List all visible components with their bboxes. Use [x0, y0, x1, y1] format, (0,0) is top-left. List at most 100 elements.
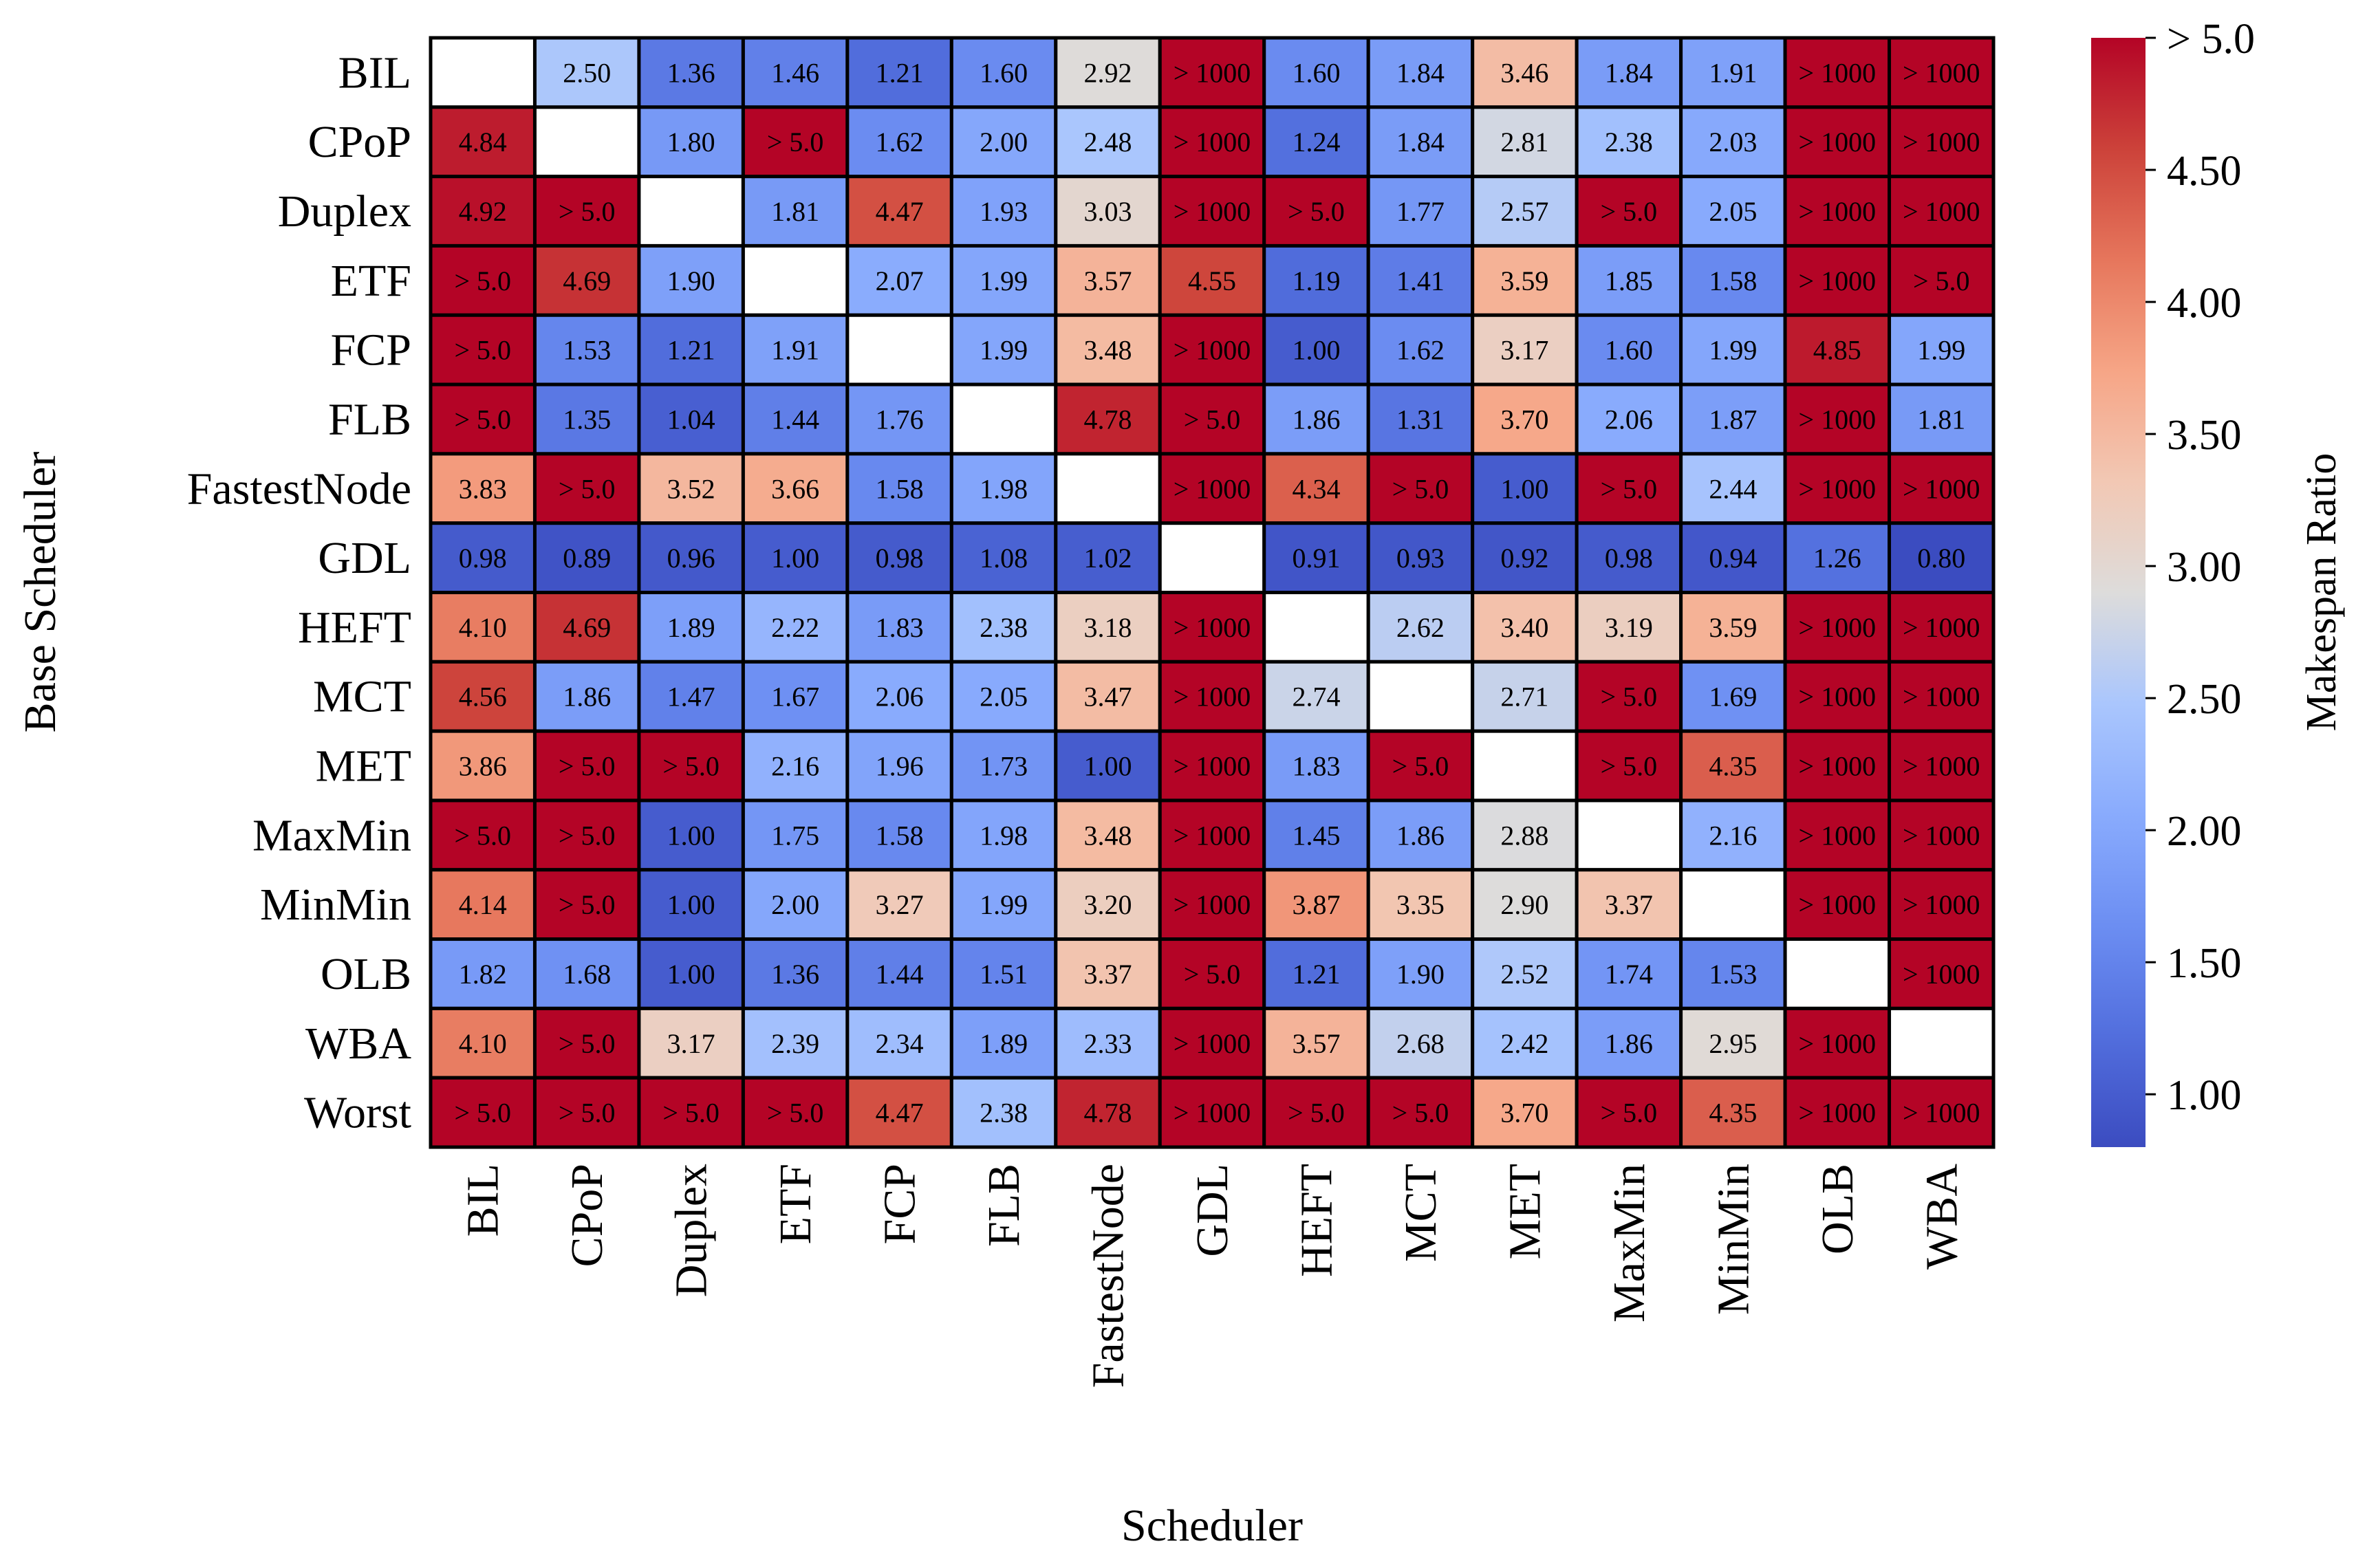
heatmap-cell [1679, 243, 1787, 317]
cell-value-label: > 5.0 [454, 404, 511, 435]
cell-value-label: > 5.0 [1913, 265, 1970, 296]
cell-value-label: 1.73 [980, 751, 1028, 782]
cell-value-label: 2.90 [1500, 889, 1548, 920]
cell-value-label: > 5.0 [662, 751, 720, 782]
cell-value-label: 1.58 [876, 473, 924, 504]
column-label: FastestNode [1083, 1164, 1134, 1388]
x-axis-label: Scheduler [1121, 1501, 1303, 1551]
cell-value-label: 1.80 [667, 127, 715, 157]
cell-value-label: > 5.0 [559, 820, 616, 851]
cell-value-label: 1.98 [980, 473, 1028, 504]
cell-value-label: 1.51 [980, 959, 1028, 990]
heatmap-cell [1054, 243, 1162, 317]
heatmap-cell [1783, 868, 1892, 941]
cell-value-label: 4.34 [1292, 473, 1340, 504]
cell-value-label: 1.60 [980, 57, 1028, 88]
heatmap-cell [1158, 660, 1266, 733]
colorbar-tick-label: 1.00 [2167, 1072, 2242, 1119]
cell-value-label: 3.48 [1084, 820, 1132, 851]
cell-value-label: 4.10 [459, 1028, 507, 1059]
cell-value-label: > 1000 [1174, 820, 1251, 851]
cell-value-label: 2.34 [876, 1028, 924, 1059]
cell-value-label: > 1000 [1903, 1098, 1980, 1129]
cell-value-label: 2.00 [980, 127, 1028, 157]
heatmap-cell [637, 452, 745, 525]
cell-value-label: 2.06 [876, 682, 924, 712]
colorbar-tick-label: > 5.0 [2167, 16, 2255, 63]
cell-value-label: 0.98 [876, 543, 924, 574]
cell-value-label: > 1000 [1903, 820, 1980, 851]
colorbar-ticks: 1.00 1.50 2.00 2.50 3.00 3.50 4.00 4.50 > 5.0 [2146, 16, 2255, 1119]
row-label: MinMin [260, 880, 411, 930]
row-label: BIL [338, 47, 411, 98]
heatmap-cell [637, 1006, 745, 1080]
colorbar [2091, 38, 2146, 1147]
heatmap-cell [429, 660, 537, 733]
cell-value-label: 3.59 [1500, 265, 1548, 296]
cell-value-label: > 5.0 [1184, 404, 1241, 435]
heatmap-cell [949, 105, 1058, 179]
column-label: WBA [1916, 1164, 1967, 1270]
heatmap-cell [1783, 105, 1892, 179]
cell-value-label: > 1000 [1799, 682, 1877, 712]
heatmap-cell [1366, 382, 1475, 456]
cell-value-label: > 5.0 [1288, 1098, 1345, 1129]
row-label: ETF [331, 256, 411, 306]
cell-value-label: > 1000 [1903, 682, 1980, 712]
cell-value-label: > 5.0 [767, 127, 824, 157]
cell-value-label: 3.35 [1396, 889, 1445, 920]
heatmap-cell [845, 382, 953, 456]
cell-value-label: 3.87 [1292, 889, 1340, 920]
cell-value-label: > 5.0 [1392, 751, 1449, 782]
cell-value-label: > 1000 [1174, 57, 1251, 88]
cell-value-label: 1.85 [1605, 265, 1653, 296]
column-label: HEFT [1291, 1164, 1341, 1277]
cell-value-label: 1.86 [1396, 820, 1445, 851]
heatmap-cell [637, 313, 745, 386]
cell-value-label: 3.20 [1084, 889, 1132, 920]
heatmap-cell [1471, 521, 1579, 594]
cell-value-label: > 5.0 [1601, 196, 1658, 227]
cell-value-label: 1.84 [1605, 57, 1653, 88]
cell-value-label: 2.05 [980, 682, 1028, 712]
cell-value-label: 3.83 [459, 473, 507, 504]
cell-value-label: 3.86 [459, 751, 507, 782]
heatmap-cell [741, 105, 850, 179]
colorbar-tick-label: 2.50 [2167, 676, 2242, 723]
cell-value-label: > 5.0 [662, 1098, 720, 1129]
heatmap-cell [1366, 729, 1475, 803]
heatmap-cell [429, 1076, 537, 1149]
cell-value-label: 1.41 [1396, 265, 1445, 296]
heatmap-cell [741, 591, 850, 664]
cell-value-label: > 1000 [1174, 682, 1251, 712]
cell-value-label: 2.52 [1500, 959, 1548, 990]
cell-value-label: > 5.0 [559, 751, 616, 782]
heatmap-cell [949, 798, 1058, 872]
heatmap-cell [741, 1076, 850, 1149]
cell-value-label: 1.86 [1605, 1028, 1653, 1059]
cell-value-label: > 1000 [1174, 335, 1251, 366]
heatmap-cell [1679, 868, 1787, 941]
cell-value-label: > 1000 [1799, 265, 1877, 296]
cell-value-label: > 1000 [1799, 404, 1877, 435]
cell-value-label: 4.69 [563, 612, 611, 643]
heatmap-cell [429, 36, 537, 109]
cell-value-label: 2.03 [1709, 127, 1757, 157]
heatmap-cell [949, 1076, 1058, 1149]
cell-value-label: > 1000 [1903, 751, 1980, 782]
cell-value-label: 1.45 [1292, 820, 1340, 851]
heatmap-cell [1158, 521, 1266, 594]
cell-value-label: > 5.0 [1601, 473, 1658, 504]
heatmap-cell [1888, 36, 1996, 109]
colorbar-tick-label: 3.50 [2167, 412, 2242, 459]
cell-value-label: 1.36 [667, 57, 715, 88]
cell-value-label: 1.87 [1709, 404, 1757, 435]
row-label: Worst [304, 1088, 411, 1138]
cell-value-label: 1.81 [771, 196, 819, 227]
cell-value-label: 1.76 [876, 404, 924, 435]
cell-value-label: > 5.0 [1184, 959, 1241, 990]
cell-value-label: 2.44 [1709, 473, 1757, 504]
cell-value-label: 4.47 [876, 1098, 924, 1129]
cell-value-label: 1.53 [563, 335, 611, 366]
column-label: MaxMin [1604, 1164, 1654, 1322]
